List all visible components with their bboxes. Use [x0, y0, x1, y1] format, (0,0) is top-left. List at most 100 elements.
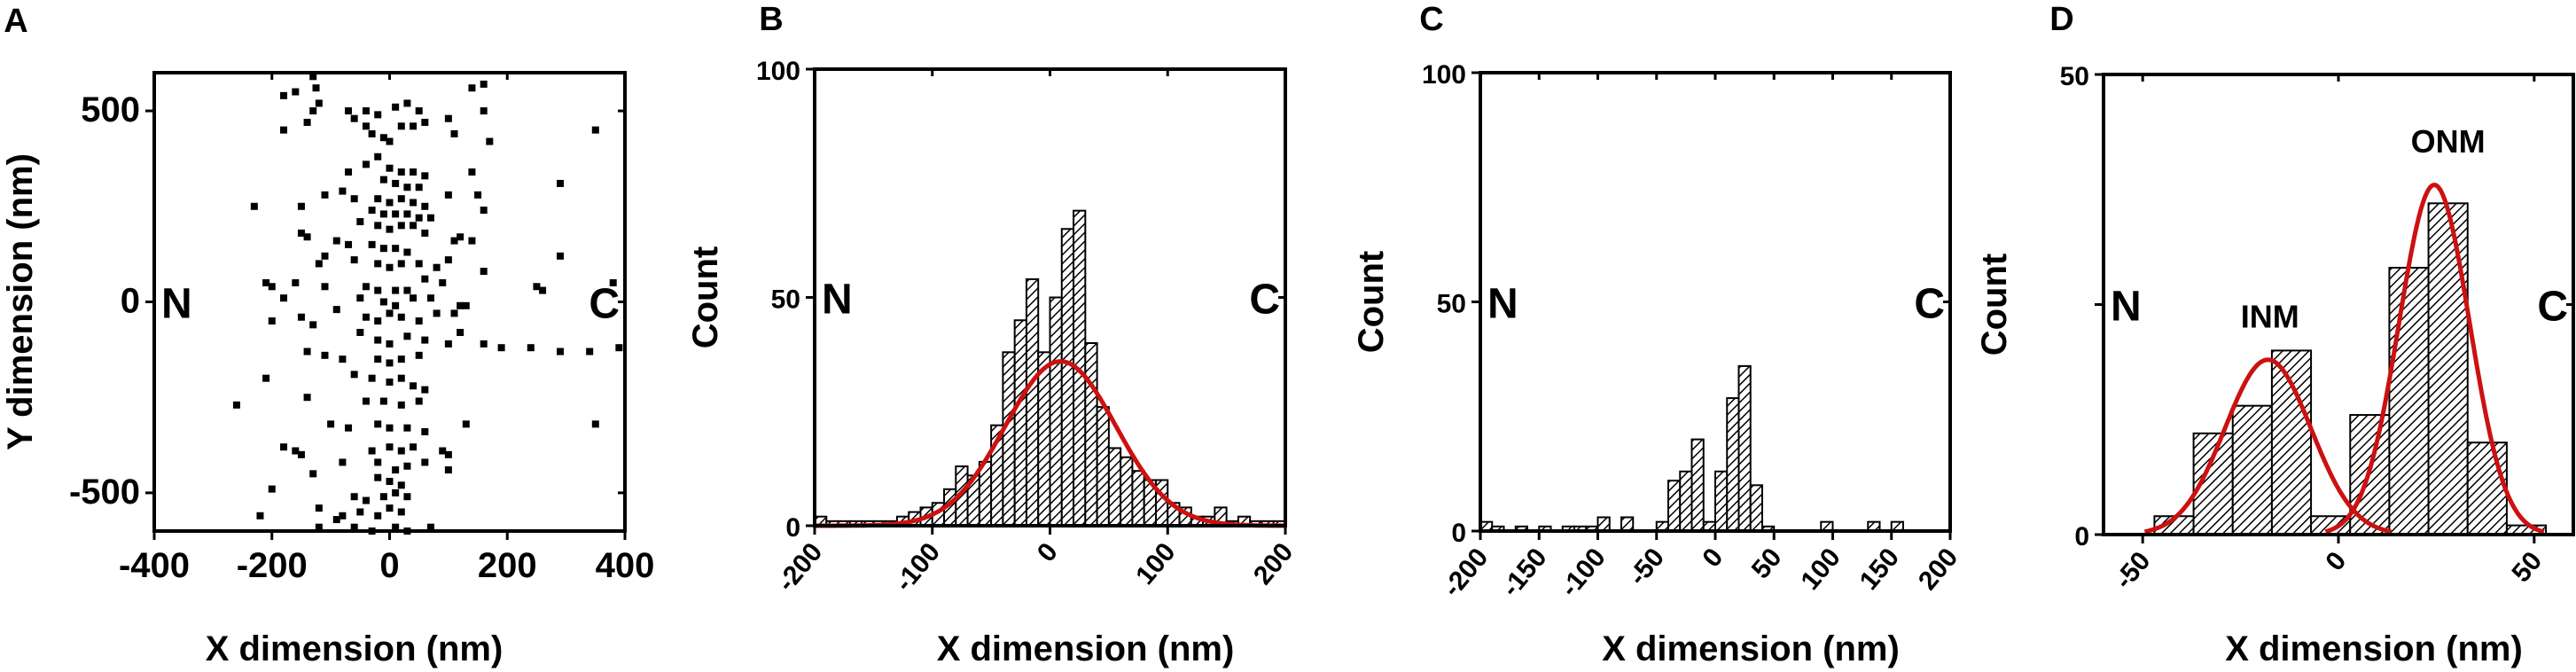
data-point — [480, 340, 488, 348]
y-axis-label: Count — [686, 246, 725, 349]
data-point — [315, 504, 323, 512]
data-point — [309, 321, 317, 329]
plot-frame — [1479, 71, 1952, 533]
x-tick-label: -200 — [237, 546, 308, 585]
data-point — [262, 278, 270, 286]
data-point — [397, 195, 405, 203]
histogram-bar — [1049, 296, 1063, 527]
data-point — [450, 129, 458, 137]
data-point — [332, 306, 340, 314]
histogram-bar — [1714, 470, 1729, 532]
data-point — [379, 298, 387, 306]
panel-d: D -50 0 50 0 50 X dimension (nm) Count N C INM ONM — [1975, 1, 2575, 668]
histogram-bar — [1096, 406, 1110, 527]
data-point — [350, 523, 358, 531]
data-point — [309, 73, 317, 81]
panel-label: D — [2049, 1, 2073, 38]
data-point — [426, 523, 434, 531]
data-point — [292, 278, 300, 286]
data-point — [362, 283, 370, 291]
data-point — [480, 80, 488, 88]
data-point — [410, 222, 418, 230]
x-tick-label: 100 — [1130, 537, 1181, 590]
y-tick-label: 0 — [1451, 519, 1466, 548]
data-point — [350, 195, 358, 203]
histogram-bar — [1596, 516, 1611, 532]
data-point — [386, 340, 394, 348]
y-tick-label: 0 — [785, 513, 800, 543]
histogram-bar — [1737, 364, 1752, 532]
data-point — [280, 126, 288, 134]
data-point — [497, 344, 505, 352]
y-tick-label: 100 — [756, 57, 800, 86]
x-tick-label: 200 — [1248, 537, 1299, 590]
histogram-bar — [1084, 342, 1098, 527]
histogram-bar — [1120, 456, 1134, 527]
data-point — [397, 260, 405, 268]
data-point — [450, 237, 458, 245]
x-axis-label: X dimension (nm) — [2225, 629, 2523, 668]
x-tick-label: 0 — [1697, 543, 1729, 573]
histogram-bar — [1154, 479, 1169, 527]
n-terminus-label: N — [822, 277, 853, 324]
data-point — [433, 263, 441, 271]
data-point — [397, 481, 405, 489]
data-point — [309, 107, 317, 115]
histogram-bar — [1025, 277, 1040, 527]
data-point — [421, 386, 429, 394]
x-tick-label: 150 — [1854, 543, 1905, 596]
data-point — [403, 210, 411, 218]
data-point — [379, 176, 387, 184]
data-point — [374, 512, 382, 520]
data-point — [426, 294, 434, 302]
gaussian-fit-curve — [2324, 183, 2545, 535]
data-point — [374, 458, 382, 466]
histogram-bar — [1131, 470, 1145, 527]
panel-label: A — [4, 3, 27, 40]
histogram-bar — [1013, 319, 1027, 527]
data-point — [421, 336, 429, 344]
data-point — [421, 275, 429, 283]
histogram-bar — [1107, 447, 1122, 527]
x-tick-label: 200 — [1913, 543, 1963, 596]
x-axis-label: X dimension (nm) — [937, 629, 1235, 668]
panel-label: B — [759, 1, 783, 38]
data-point — [345, 240, 353, 248]
data-point — [362, 496, 370, 504]
x-tick-label: -50 — [1623, 543, 1670, 590]
data-point — [403, 184, 411, 191]
data-point — [374, 195, 382, 203]
data-point — [379, 397, 387, 405]
data-point — [415, 260, 423, 268]
data-point — [410, 168, 418, 176]
data-point — [315, 260, 323, 268]
histogram-bar — [1749, 484, 1763, 532]
data-point — [397, 222, 405, 230]
data-point — [591, 420, 599, 428]
data-point — [386, 378, 394, 386]
data-point — [397, 374, 405, 382]
data-point — [362, 122, 370, 130]
data-point — [362, 397, 370, 405]
data-point — [397, 168, 405, 176]
data-point — [256, 512, 264, 520]
c-terminus-label: C — [2537, 284, 2568, 331]
data-point — [368, 374, 376, 382]
data-point — [397, 313, 405, 321]
histogram-bar — [1060, 228, 1075, 527]
data-point — [397, 447, 405, 455]
data-point — [297, 450, 305, 458]
data-point — [444, 256, 452, 264]
data-point — [339, 356, 347, 363]
y-axis-label: Count — [1352, 251, 1391, 354]
y-tick-label: 0 — [2074, 522, 2089, 551]
data-point — [356, 294, 364, 302]
data-point — [444, 466, 452, 474]
data-point — [403, 286, 411, 294]
data-point — [392, 245, 400, 253]
histogram-bar — [1667, 480, 1682, 533]
data-point — [356, 508, 364, 516]
data-point — [410, 443, 418, 451]
histogram-bar — [2231, 404, 2273, 535]
